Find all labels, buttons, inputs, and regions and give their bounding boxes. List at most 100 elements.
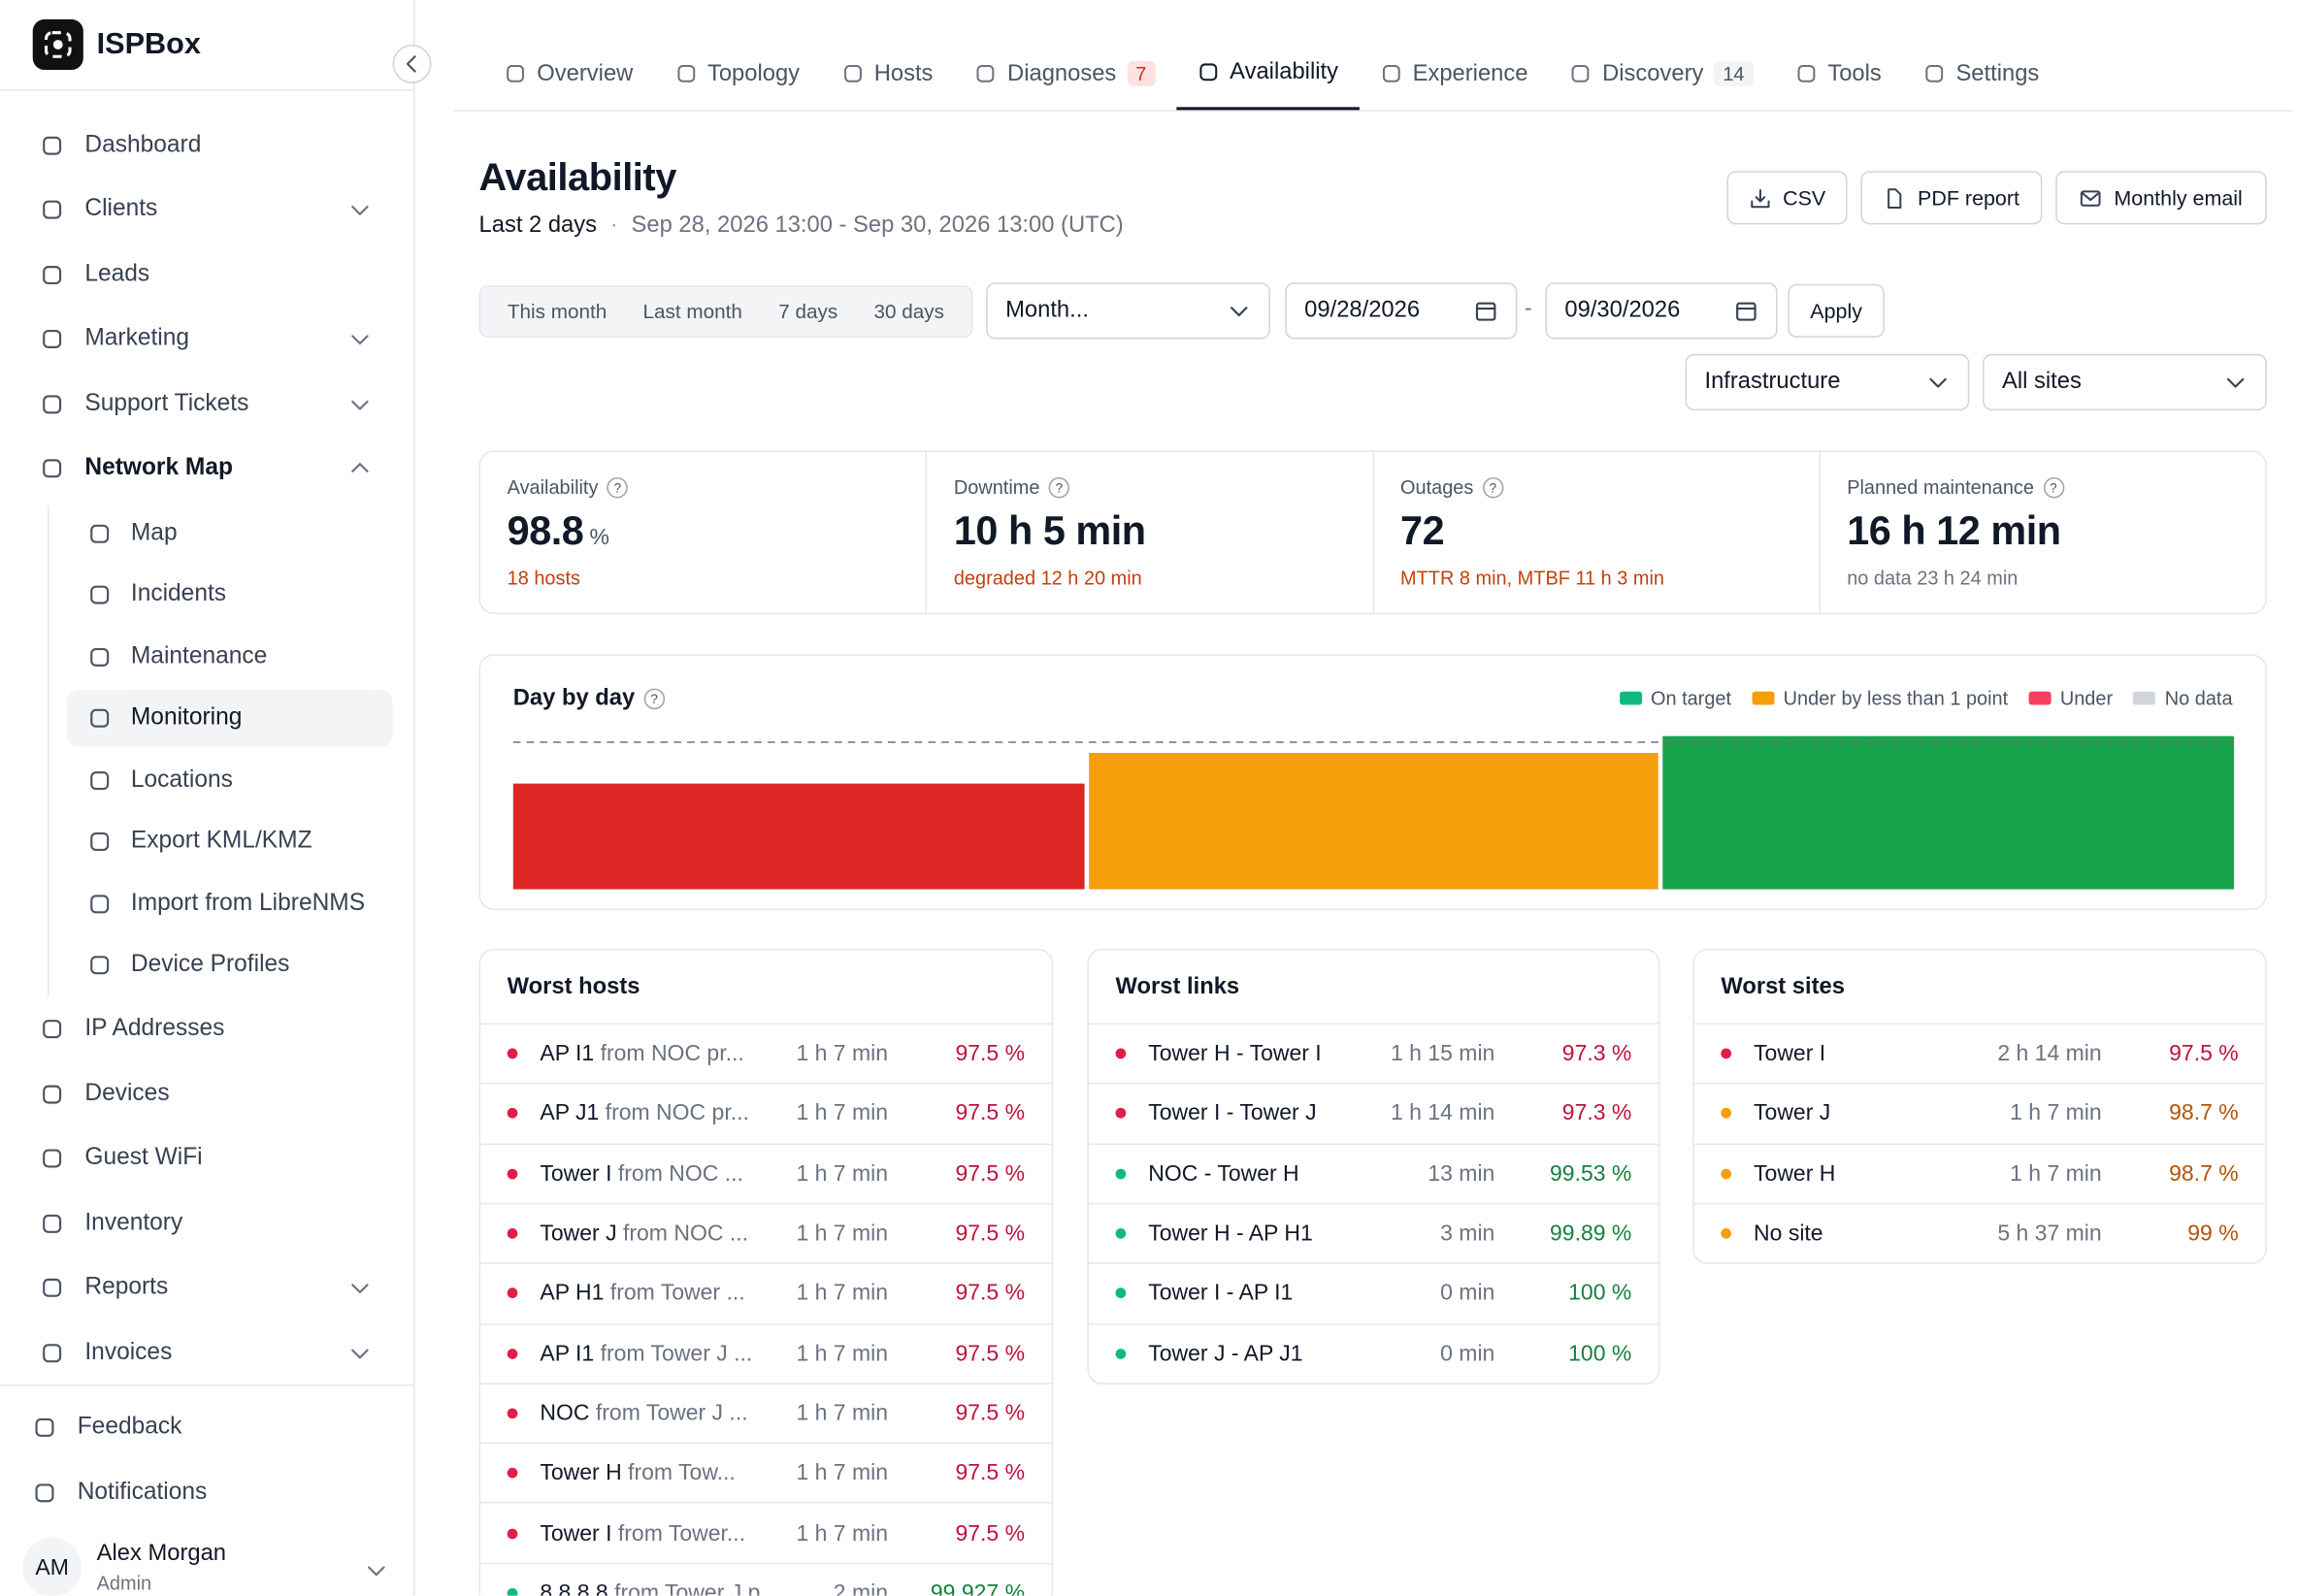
nav-sublabel: Maintenance	[130, 643, 268, 669]
select[interactable]: 09/30/2026	[1545, 282, 1778, 340]
row-duration: 1 h 7 min	[796, 1281, 889, 1307]
sidebar-divider	[0, 88, 414, 91]
table-row[interactable]: AP J1 from NOC pr... 1 h 7 min 97.5 %	[480, 1083, 1052, 1143]
nav-subitem[interactable]: Device Profiles	[67, 937, 393, 993]
glyph	[90, 524, 110, 543]
table-row[interactable]: Tower I - Tower J 1 h 14 min 97.3 %	[1088, 1083, 1658, 1143]
row-value: 99 %	[2187, 1221, 2239, 1247]
glyph	[90, 647, 110, 667]
table-row[interactable]: AP I1 from Tower J ... 1 h 7 min 97.5 %	[480, 1322, 1052, 1383]
table-row[interactable]: Tower J from NOC ... 1 h 7 min 97.5 %	[480, 1202, 1052, 1263]
table-row[interactable]: 8.8.8.8 from Tower J p... 2 min 99.927 %	[480, 1562, 1052, 1596]
nav-item[interactable]: Support Tickets	[0, 377, 402, 431]
tab-badge: 7	[1127, 60, 1156, 86]
row-value: 100 %	[1568, 1281, 1632, 1307]
table-row[interactable]: NOC from Tower J ... 1 h 7 min 97.5 %	[480, 1383, 1052, 1443]
select[interactable]: 09/28/2026	[1285, 282, 1518, 340]
tab[interactable]: Hosts	[821, 37, 954, 110]
tab[interactable]: Tools	[1774, 37, 1902, 110]
tab[interactable]: Topology	[654, 37, 821, 110]
nav-item[interactable]: Invoices	[0, 1326, 402, 1380]
nav-item[interactable]: Guest WiFi	[0, 1131, 402, 1185]
row-value: 97.5 %	[955, 1160, 1026, 1187]
tab[interactable]: Settings	[1902, 37, 2059, 110]
table-row[interactable]: NOC - Tower H 13 min 99.53 %	[1088, 1143, 1658, 1203]
nav-item[interactable]: Notifications	[0, 1466, 402, 1519]
table-row[interactable]: AP H1 from Tower ... 1 h 7 min 97.5 %	[480, 1262, 1052, 1323]
action-button[interactable]: CSV	[1726, 171, 1848, 225]
table-row[interactable]: No site 5 h 37 min 99 %	[1693, 1202, 2266, 1263]
table-row[interactable]: Tower I 2 h 14 min 97.5 %	[1693, 1023, 2266, 1083]
table-row[interactable]: AP I1 from NOC pr... 1 h 7 min 97.5 %	[480, 1023, 1052, 1083]
nav-item[interactable]: Dashboard	[0, 119, 402, 173]
nav-item[interactable]: Network Map	[0, 441, 402, 495]
table-row[interactable]: Tower J 1 h 7 min 98.7 %	[1693, 1083, 2266, 1143]
nav-label: Feedback	[77, 1414, 182, 1440]
row-value: 97.5 %	[955, 1340, 1026, 1366]
nav-item[interactable]: Clients	[0, 183, 402, 237]
select[interactable]: All sites	[1983, 353, 2267, 411]
collapse-button[interactable]	[392, 44, 432, 83]
nav-subitem[interactable]: Import from LibreNMS	[67, 876, 393, 932]
status-dot	[507, 1408, 518, 1419]
table-row[interactable]: Tower H 1 h 7 min 98.7 %	[1693, 1143, 2266, 1203]
table-row[interactable]: Tower H - AP H1 3 min 99.89 %	[1088, 1202, 1658, 1263]
nav-subitem[interactable]: Monitoring	[66, 690, 393, 747]
row-duration: 1 h 7 min	[796, 1221, 889, 1247]
status-dot	[1115, 1168, 1127, 1180]
action-button[interactable]: PDF report	[1860, 171, 2043, 225]
row-name: Tower I	[540, 1160, 612, 1187]
row-detail: from NOC pr...	[605, 1100, 749, 1126]
nav-subitem[interactable]: Map	[67, 505, 393, 562]
nav-subitem[interactable]: Export KML/KMZ	[67, 813, 393, 869]
chart-title: Day by day	[512, 685, 636, 711]
nav-subitem[interactable]: Locations	[67, 753, 393, 809]
nav-item[interactable]: Leads	[0, 248, 402, 302]
row-duration: 1 h 7 min	[796, 1340, 889, 1366]
nav-item[interactable]: Feedback	[0, 1401, 402, 1454]
select[interactable]: Infrastructure	[1685, 353, 1970, 411]
icon	[406, 55, 416, 73]
row-duration: 1 h 7 min	[796, 1520, 889, 1547]
nav-label: Network Map	[84, 455, 233, 481]
preset[interactable]: This month	[507, 300, 607, 323]
row-name-cell: Tower J	[1754, 1101, 1995, 1126]
tab[interactable]: Availability	[1175, 37, 1360, 111]
nav-subitem[interactable]: Maintenance	[67, 629, 393, 685]
tab[interactable]: Experience	[1359, 37, 1548, 110]
legend-item: Under	[2028, 687, 2113, 709]
tab[interactable]: Discovery 14	[1549, 37, 1774, 110]
nav-subitem[interactable]: Incidents	[67, 567, 393, 623]
table-row[interactable]: Tower I - AP I1 0 min 100 %	[1088, 1262, 1658, 1323]
preset[interactable]: Last month	[642, 300, 742, 323]
logo	[32, 18, 83, 71]
nav-item[interactable]: Reports	[0, 1261, 402, 1315]
nav-sublabel: Device Profiles	[130, 951, 290, 977]
row-detail: from Tower J p...	[614, 1580, 779, 1596]
table-row[interactable]: Tower H - Tower I 1 h 15 min 97.3 %	[1088, 1023, 1658, 1083]
icon	[2226, 377, 2245, 388]
select[interactable]: Month...	[986, 282, 1270, 340]
avatar: AM	[21, 1537, 82, 1596]
preset[interactable]: 7 days	[778, 300, 838, 323]
row-duration: 0 min	[1440, 1340, 1495, 1366]
tab[interactable]: Diagnoses 7	[954, 37, 1176, 110]
table-row[interactable]: Tower H from Tow... 1 h 7 min 97.5 %	[480, 1442, 1052, 1503]
nav-item[interactable]: Devices	[0, 1067, 402, 1121]
table-row[interactable]: Tower I from Tower... 1 h 7 min 97.5 %	[480, 1502, 1052, 1563]
nav-item[interactable]: Marketing	[0, 312, 402, 366]
row-name: AP I1	[540, 1041, 595, 1067]
status-dot	[1721, 1168, 1732, 1180]
preset[interactable]: 30 days	[873, 300, 944, 323]
glyph	[90, 708, 110, 728]
nav-item[interactable]: IP Addresses	[0, 1002, 402, 1056]
action-button[interactable]: Monthly email	[2055, 171, 2267, 225]
nav-sublabel: Incidents	[130, 581, 227, 607]
tab[interactable]: Overview	[483, 37, 654, 110]
apply-button[interactable]: Apply	[1788, 283, 1885, 338]
table-row[interactable]: Tower I from NOC ... 1 h 7 min 97.5 %	[480, 1143, 1052, 1203]
nav-item[interactable]: Inventory	[0, 1197, 402, 1251]
user-role: Admin	[96, 1572, 152, 1595]
table-row[interactable]: Tower J - AP J1 0 min 100 %	[1088, 1322, 1658, 1383]
icon	[1382, 64, 1400, 82]
